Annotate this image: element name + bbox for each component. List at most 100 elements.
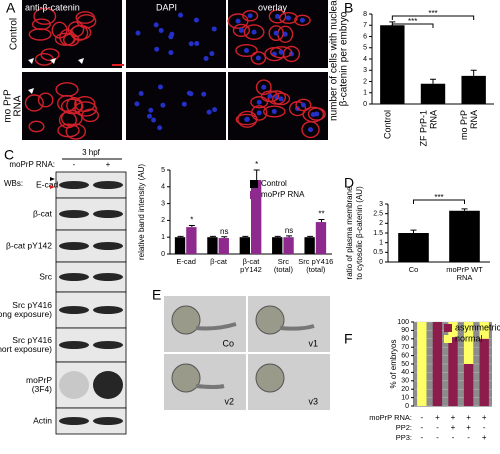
cell-outline	[51, 21, 68, 39]
y-tick-label: 8	[363, 11, 367, 18]
condition-value: +	[482, 413, 487, 422]
bar	[380, 25, 405, 104]
condition-value: +	[451, 413, 456, 422]
embryo-tail	[195, 322, 237, 331]
nucleus	[158, 27, 164, 33]
y-tick-label: 70	[401, 344, 409, 351]
y-axis-label: to cytosolic β-catenin (AU)	[355, 186, 364, 280]
y-axis-label: ratio of plasma membrane	[345, 186, 354, 279]
nucleus	[271, 108, 277, 114]
blot-band	[93, 371, 123, 399]
x-tick-label: RNA	[469, 110, 479, 129]
panel-label: A	[6, 0, 16, 16]
y-tick-label: 90	[401, 327, 409, 334]
nucleus	[160, 102, 166, 108]
nucleus	[274, 13, 280, 19]
blot-band	[59, 371, 89, 399]
cell-outline	[235, 43, 258, 57]
legend-swatch	[444, 324, 452, 332]
y-tick-label: 10	[401, 394, 409, 401]
cell-outline	[33, 7, 57, 25]
y-tick-label: 7	[363, 22, 367, 29]
cell-outline	[74, 101, 97, 117]
blot-band	[93, 306, 123, 314]
nucleus	[134, 101, 140, 107]
condition-value: +	[482, 433, 487, 442]
error-bar	[188, 224, 195, 228]
legend-label: asymmetric	[455, 322, 500, 332]
cell-outline	[60, 109, 83, 127]
significance: **	[318, 210, 324, 219]
embryo-label: Co	[222, 338, 234, 348]
column-title: overlay	[258, 2, 288, 12]
embryo-yolk	[171, 305, 201, 335]
legend-label: Control	[261, 179, 287, 188]
cell-outline	[28, 120, 45, 133]
blot-row-label: E-cad	[36, 179, 58, 189]
nucleus	[138, 91, 144, 97]
column-title: anti-β-catenin	[25, 2, 80, 12]
nucleus	[169, 31, 175, 37]
cell-outline	[250, 51, 267, 65]
y-tick-label: 0	[363, 101, 367, 108]
arrowhead	[78, 58, 84, 64]
cell-outline	[54, 32, 76, 46]
error-bar	[318, 219, 325, 223]
y-axis-label: β-catenin per embryo	[339, 11, 350, 106]
y-tick-label: 4	[363, 56, 367, 63]
cell-outline	[243, 24, 265, 41]
legend-label: moPrP RNA	[261, 190, 305, 199]
y-tick-label: 3	[161, 200, 165, 207]
bar-segment	[463, 322, 474, 364]
y-tick-label: 0.5	[373, 249, 383, 256]
bar	[420, 83, 446, 104]
nucleus	[244, 116, 250, 122]
condition-value: -	[436, 423, 439, 432]
condition-label: PP2:	[396, 423, 412, 432]
column-title: DAPI	[156, 2, 177, 12]
y-axis-label: % of embryos	[389, 340, 398, 389]
bar-segment	[432, 322, 443, 406]
row-label: RNA	[13, 95, 24, 116]
y-tick-label: 3	[363, 67, 367, 74]
x-tick-label: β-cat	[210, 257, 228, 266]
nucleus	[206, 109, 212, 115]
condition-value: -	[467, 433, 470, 442]
y-tick-label: 3	[379, 201, 383, 208]
embryo-yolk	[255, 305, 285, 335]
marker-arrow	[50, 177, 55, 181]
nucleus	[212, 107, 218, 113]
blot-header: 3 hpf	[82, 148, 101, 157]
blot-band	[93, 417, 123, 425]
nucleus	[168, 50, 174, 56]
blot-row-label: β-cat	[33, 208, 53, 218]
error-bar	[470, 69, 477, 76]
bar-segment	[479, 322, 489, 339]
y-axis-label: number of cells with nuclear	[329, 0, 340, 121]
cell-outline	[69, 24, 92, 41]
cell-outline	[268, 9, 287, 24]
y-tick-label: 5	[161, 167, 165, 174]
bar-segment	[448, 337, 458, 406]
blot-band	[59, 417, 89, 425]
blot-band	[59, 181, 89, 189]
cell-outline	[37, 92, 54, 108]
nucleus	[148, 107, 154, 113]
condition-value: -	[436, 433, 439, 442]
arrowhead	[28, 58, 34, 64]
cell-outline	[242, 9, 259, 22]
nucleus	[261, 84, 267, 90]
y-tick-label: 100	[397, 319, 409, 326]
blot-row-label: Actin	[33, 415, 52, 425]
error-bar	[209, 235, 216, 238]
cell-outline	[250, 96, 269, 109]
nucleus	[151, 117, 157, 123]
x-tick-label: E-cad	[176, 257, 196, 266]
bar	[283, 237, 294, 254]
row-label: Control	[9, 18, 20, 50]
panel-label: C	[4, 147, 14, 163]
condition-value: +	[466, 423, 471, 432]
nucleus	[209, 51, 215, 57]
y-tick-label: 0	[379, 259, 383, 266]
